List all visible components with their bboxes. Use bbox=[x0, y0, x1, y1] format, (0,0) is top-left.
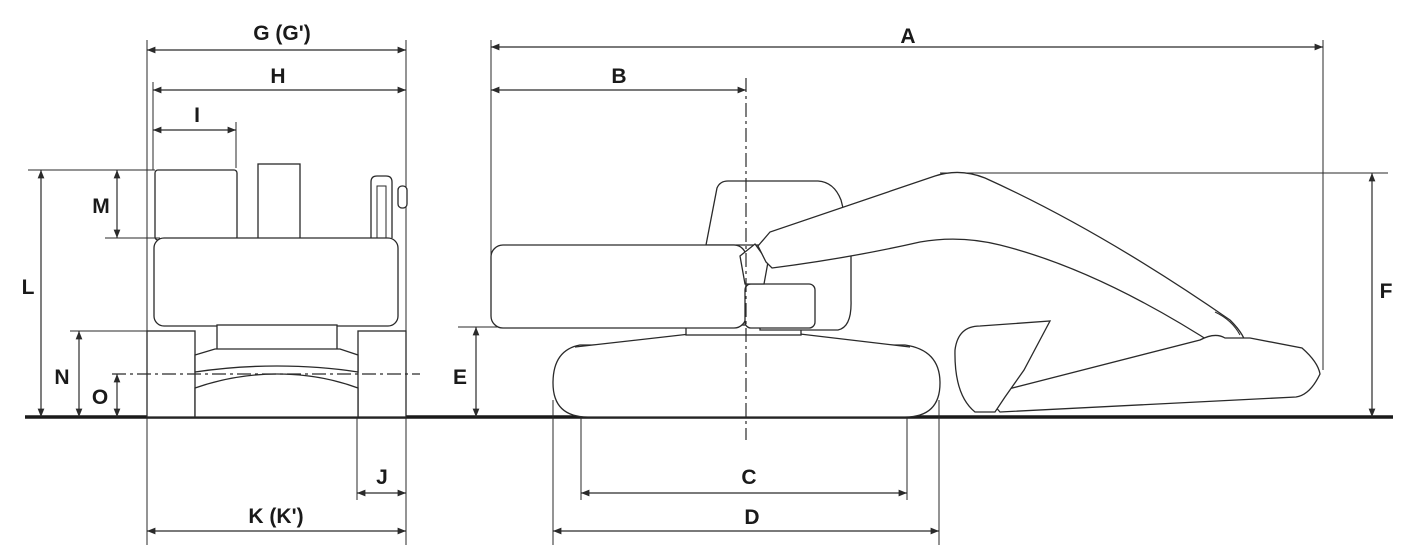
label-g: G (G') bbox=[253, 22, 310, 45]
label-b: B bbox=[611, 65, 626, 88]
side-view bbox=[458, 40, 1388, 545]
label-c: C bbox=[741, 466, 756, 489]
label-o: O bbox=[92, 386, 108, 409]
label-j: J bbox=[376, 466, 388, 489]
label-h: H bbox=[270, 65, 285, 88]
label-l: L bbox=[22, 276, 35, 299]
label-m: M bbox=[92, 195, 110, 218]
label-n: N bbox=[54, 366, 69, 389]
label-k: K (K') bbox=[248, 505, 303, 528]
label-f: F bbox=[1380, 280, 1393, 303]
label-e: E bbox=[453, 366, 467, 389]
label-i: I bbox=[194, 104, 200, 127]
front-view bbox=[28, 40, 420, 545]
label-d: D bbox=[744, 506, 759, 529]
label-a: A bbox=[900, 25, 915, 48]
